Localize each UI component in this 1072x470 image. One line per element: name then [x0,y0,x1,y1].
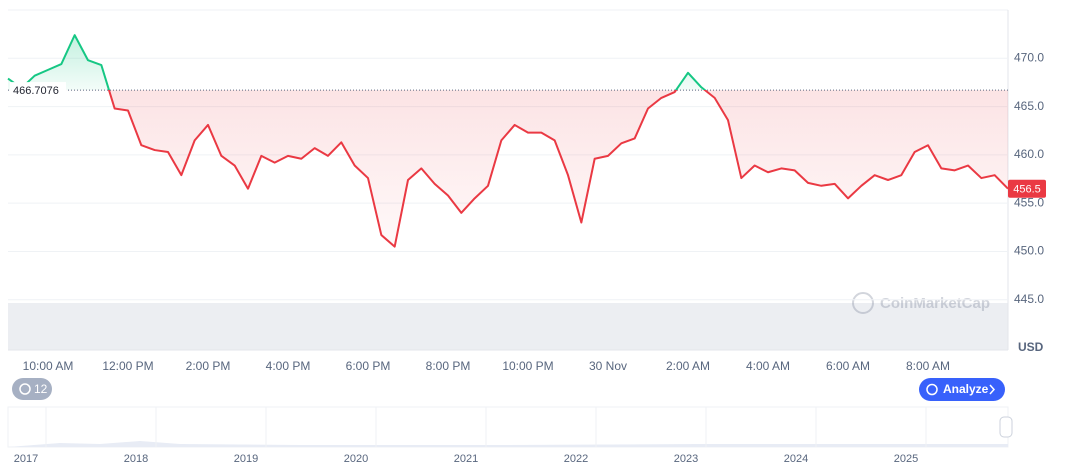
history-badge[interactable]: 12 [12,378,52,400]
analyze-button[interactable]: Analyze [919,378,1005,401]
area [8,35,1008,247]
x-tick-label: 30 Nov [589,359,627,373]
y-tick-label: 450.0 [1014,244,1044,258]
navigator-year: 2020 [344,453,368,465]
x-tick-label: 4:00 PM [266,359,311,373]
navigator-year: 2021 [454,453,478,465]
button-text: Analyze [943,382,989,396]
x-tick-label: 10:00 PM [502,359,553,373]
navigator-area [8,441,1008,447]
x-tick-label: 6:00 PM [346,359,391,373]
navigator-year: 2018 [124,453,148,465]
currency: USD [1018,340,1044,354]
navigator-year: 2019 [234,453,258,465]
x-tick-label: 10:00 AM [23,359,74,373]
navigator [7,406,1009,448]
x-tick-label: 2:00 PM [186,359,231,373]
navigator-year: 2017 [14,453,38,465]
y-tick-label: 460.0 [1014,147,1044,161]
x-tick-label: 2:00 AM [666,359,710,373]
navigator-year: 2024 [784,453,808,465]
badge-text: 12 [34,382,48,396]
navigator-handle[interactable] [999,416,1013,438]
y-tick-label: 465.0 [1014,99,1044,113]
volume-band [8,303,1008,350]
x-tick-label: 6:00 AM [826,359,870,373]
y-tick-label: 445.0 [1014,292,1044,306]
x-tick-label: 8:00 AM [906,359,950,373]
navigator-year: 2025 [894,453,918,465]
watermark-text: CoinMarketCap [880,295,990,312]
x-tick-label: 8:00 PM [426,359,471,373]
x-tick-label: 12:00 PM [102,359,153,373]
price-tag [1008,179,1046,198]
navigator-year: 2023 [674,453,698,465]
x-tick-label: 4:00 AM [746,359,790,373]
watermark: CoinMarketCap [852,292,990,314]
price-tag-text: 456.5 [1013,184,1041,196]
navigator-year: 2022 [564,453,588,465]
y-tick-label: 455.0 [1014,195,1044,209]
baseline-label: 466.7076 [13,85,59,97]
y-tick-label: 470.0 [1014,50,1044,64]
baseline-label-bg [10,82,66,99]
price-line [7,34,1009,248]
